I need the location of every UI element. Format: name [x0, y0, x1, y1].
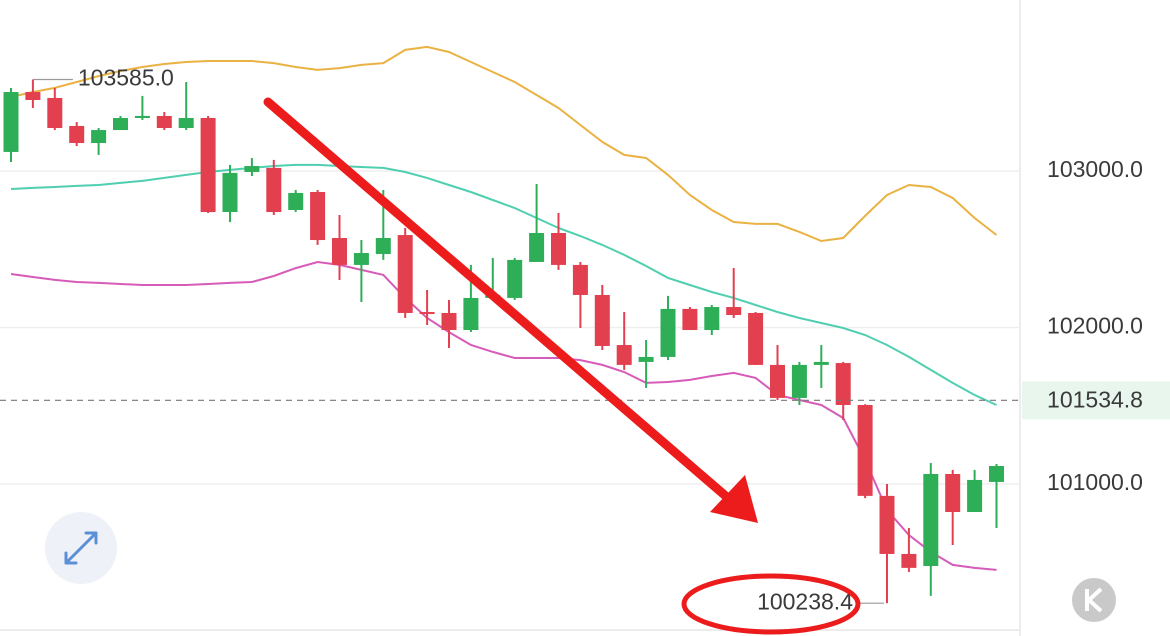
high-label: 103585.0	[78, 65, 174, 91]
grid: 101000.0 102000.0 103000.0	[0, 156, 1143, 495]
candle-body	[69, 125, 85, 144]
band-line	[10, 260, 997, 571]
y-tick-label: 103000.0	[1047, 156, 1143, 182]
candle-body	[726, 307, 742, 315]
band-line	[10, 163, 997, 406]
candle-body	[594, 294, 610, 346]
candle-body	[332, 238, 347, 265]
candle-body	[813, 361, 829, 365]
candle-body	[353, 253, 369, 265]
candle-body	[463, 297, 479, 331]
low-label: 100238.4	[757, 588, 853, 614]
candle-body	[529, 233, 545, 262]
candle-body	[638, 356, 654, 362]
candle-body	[879, 495, 895, 554]
annotations: 101534.8 103585.0 100238.4	[0, 65, 1170, 614]
price-label: 101534.8	[1047, 386, 1143, 412]
candle-body	[25, 92, 41, 100]
button-bg	[1072, 578, 1116, 622]
candle-body	[156, 115, 172, 129]
expand-icon	[64, 531, 98, 565]
candle-body	[660, 308, 676, 357]
candle-body	[791, 364, 807, 398]
candle-body	[244, 166, 260, 172]
price-label-bg	[1022, 381, 1170, 420]
candle-body	[200, 117, 216, 213]
candle-body	[266, 167, 282, 213]
candle-body	[441, 312, 457, 331]
candle-body	[178, 117, 194, 129]
band-line	[10, 45, 998, 243]
candle-body	[704, 307, 720, 331]
candle-body	[901, 553, 917, 568]
candle-body	[288, 192, 304, 210]
candle-body	[507, 259, 523, 298]
candle-body	[682, 308, 698, 331]
y-tick-label: 102000.0	[1047, 313, 1143, 339]
candle-body	[748, 312, 764, 365]
candle-body	[47, 97, 63, 129]
candle-body	[113, 117, 128, 131]
candle-body	[945, 473, 961, 513]
candle-body	[857, 404, 873, 496]
candle-body	[572, 264, 588, 295]
candle-body	[91, 130, 107, 144]
kline-button[interactable]	[1072, 578, 1116, 622]
candle-body	[134, 115, 150, 118]
candle-body	[616, 345, 632, 365]
arrow-shaft	[263, 97, 733, 503]
low-highlight	[681, 573, 861, 635]
candle-body	[835, 363, 851, 405]
candle-body	[3, 92, 19, 152]
candle-body	[419, 312, 435, 315]
candle-body	[397, 235, 413, 313]
candle-body	[551, 233, 566, 265]
candle-body	[989, 466, 1004, 482]
candle-body	[310, 192, 326, 241]
y-tick-label: 101000.0	[1047, 469, 1143, 495]
candle-body	[222, 172, 238, 213]
candle-body	[375, 238, 391, 254]
plot	[3, 45, 1004, 604]
k-icon	[1085, 587, 1103, 613]
trend-arrow	[263, 97, 758, 523]
expand-button[interactable]	[45, 512, 117, 584]
candle-body	[923, 473, 939, 566]
candle-body	[770, 364, 785, 398]
candle-body	[967, 479, 983, 513]
arrow-head	[710, 475, 758, 523]
